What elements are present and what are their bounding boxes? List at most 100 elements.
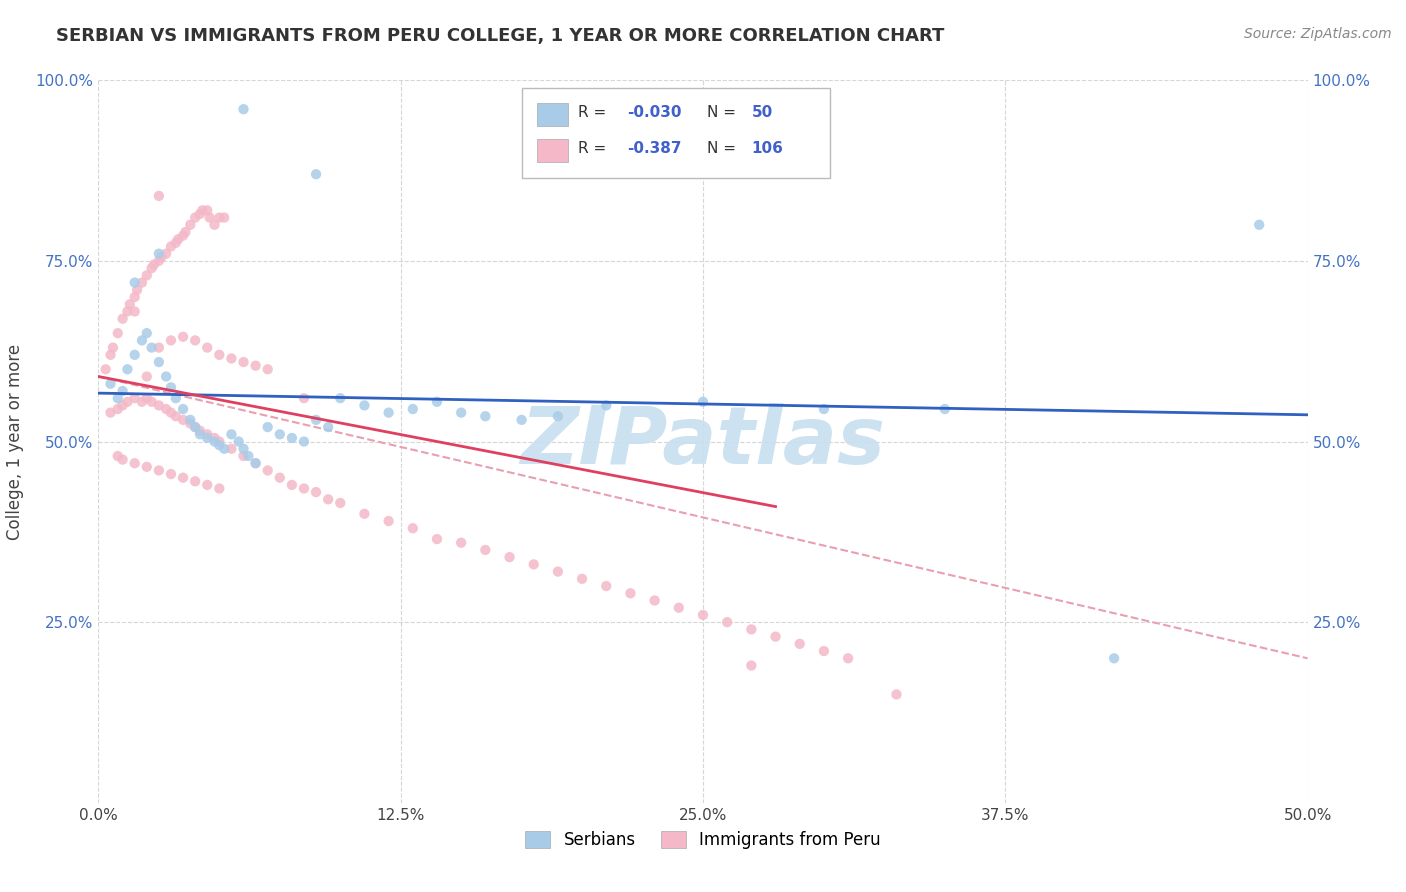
- Text: Source: ZipAtlas.com: Source: ZipAtlas.com: [1244, 27, 1392, 41]
- Point: [165, 409, 187, 424]
- Point: [148, 355, 170, 369]
- Point: [208, 348, 231, 362]
- Point: [141, 394, 163, 409]
- Point: [221, 351, 243, 366]
- Point: [256, 362, 278, 376]
- Point: [160, 239, 183, 253]
- Point: [474, 542, 496, 557]
- Point: [184, 475, 207, 489]
- Point: [740, 623, 762, 637]
- Point: [329, 391, 352, 405]
- Point: [94, 362, 117, 376]
- Text: -0.387: -0.387: [627, 142, 682, 156]
- Point: [107, 449, 129, 463]
- Point: [148, 463, 170, 477]
- Point: [228, 434, 250, 449]
- Point: [172, 470, 194, 484]
- Point: [148, 246, 170, 260]
- Point: [131, 394, 153, 409]
- Point: [426, 532, 449, 546]
- Point: [135, 391, 157, 405]
- Point: [184, 420, 207, 434]
- Point: [165, 235, 187, 250]
- Point: [167, 232, 190, 246]
- Point: [127, 283, 149, 297]
- Point: [188, 207, 211, 221]
- Point: [292, 482, 315, 496]
- Point: [245, 456, 267, 470]
- Bar: [537, 103, 568, 126]
- Point: [1102, 651, 1125, 665]
- Point: [174, 225, 197, 239]
- Point: [232, 442, 254, 456]
- Point: [148, 398, 170, 412]
- Point: [1249, 218, 1271, 232]
- Point: [595, 398, 617, 412]
- Point: [195, 478, 218, 492]
- Point: [131, 276, 153, 290]
- Point: [107, 326, 129, 340]
- Y-axis label: College, 1 year or more: College, 1 year or more: [7, 343, 24, 540]
- Point: [208, 438, 231, 452]
- Point: [179, 417, 201, 431]
- Text: -0.030: -0.030: [627, 105, 682, 120]
- Point: [523, 558, 546, 572]
- Point: [179, 413, 201, 427]
- Point: [789, 637, 811, 651]
- Point: [510, 413, 533, 427]
- Point: [160, 334, 183, 348]
- Point: [269, 427, 291, 442]
- Point: [148, 253, 170, 268]
- Point: [107, 391, 129, 405]
- Point: [238, 449, 260, 463]
- Text: ZIPatlas: ZIPatlas: [520, 402, 886, 481]
- Point: [269, 470, 291, 484]
- Point: [305, 413, 328, 427]
- Point: [204, 434, 226, 449]
- Point: [150, 250, 173, 264]
- Point: [135, 268, 157, 283]
- Point: [141, 261, 163, 276]
- Point: [148, 189, 170, 203]
- Point: [111, 311, 134, 326]
- Point: [668, 600, 690, 615]
- Point: [155, 402, 177, 417]
- Point: [160, 380, 183, 394]
- Point: [172, 228, 194, 243]
- Point: [160, 406, 183, 420]
- Text: 106: 106: [751, 142, 783, 156]
- Point: [155, 246, 177, 260]
- Point: [256, 420, 278, 434]
- Point: [143, 258, 166, 272]
- Point: [402, 521, 425, 535]
- Point: [111, 398, 134, 412]
- Point: [165, 391, 187, 405]
- Point: [245, 456, 267, 470]
- Point: [100, 406, 122, 420]
- Point: [813, 644, 835, 658]
- Point: [232, 449, 254, 463]
- Point: [117, 394, 139, 409]
- Point: [644, 593, 666, 607]
- Point: [188, 424, 211, 438]
- Point: [124, 391, 146, 405]
- FancyBboxPatch shape: [522, 87, 830, 178]
- Legend: Serbians, Immigrants from Peru: Serbians, Immigrants from Peru: [519, 824, 887, 856]
- Point: [232, 355, 254, 369]
- Point: [208, 434, 231, 449]
- Point: [245, 359, 267, 373]
- Point: [124, 304, 146, 318]
- Point: [117, 362, 139, 376]
- Point: [377, 406, 399, 420]
- Point: [191, 203, 214, 218]
- Point: [474, 409, 496, 424]
- Point: [135, 369, 157, 384]
- Point: [212, 442, 235, 456]
- Point: [619, 586, 641, 600]
- Point: [498, 550, 520, 565]
- Point: [172, 402, 194, 417]
- Point: [160, 467, 183, 481]
- Point: [124, 276, 146, 290]
- Point: [100, 376, 122, 391]
- Point: [179, 218, 201, 232]
